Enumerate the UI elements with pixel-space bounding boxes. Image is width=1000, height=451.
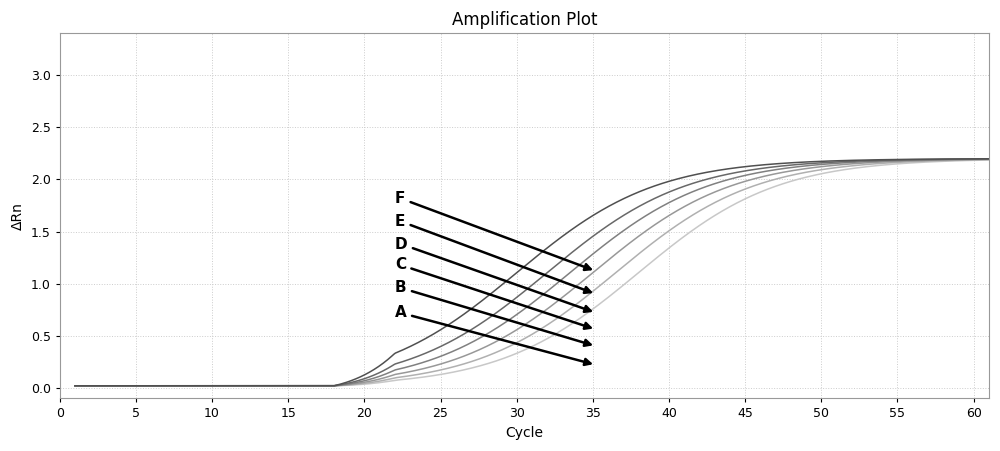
Y-axis label: ΔRn: ΔRn xyxy=(11,202,25,230)
Text: F: F xyxy=(395,191,591,270)
Text: E: E xyxy=(395,214,591,293)
Text: D: D xyxy=(395,236,591,312)
X-axis label: Cycle: Cycle xyxy=(505,426,543,440)
Text: C: C xyxy=(395,258,591,329)
Title: Amplification Plot: Amplification Plot xyxy=(452,11,597,29)
Text: B: B xyxy=(395,281,591,346)
Text: A: A xyxy=(395,305,591,365)
